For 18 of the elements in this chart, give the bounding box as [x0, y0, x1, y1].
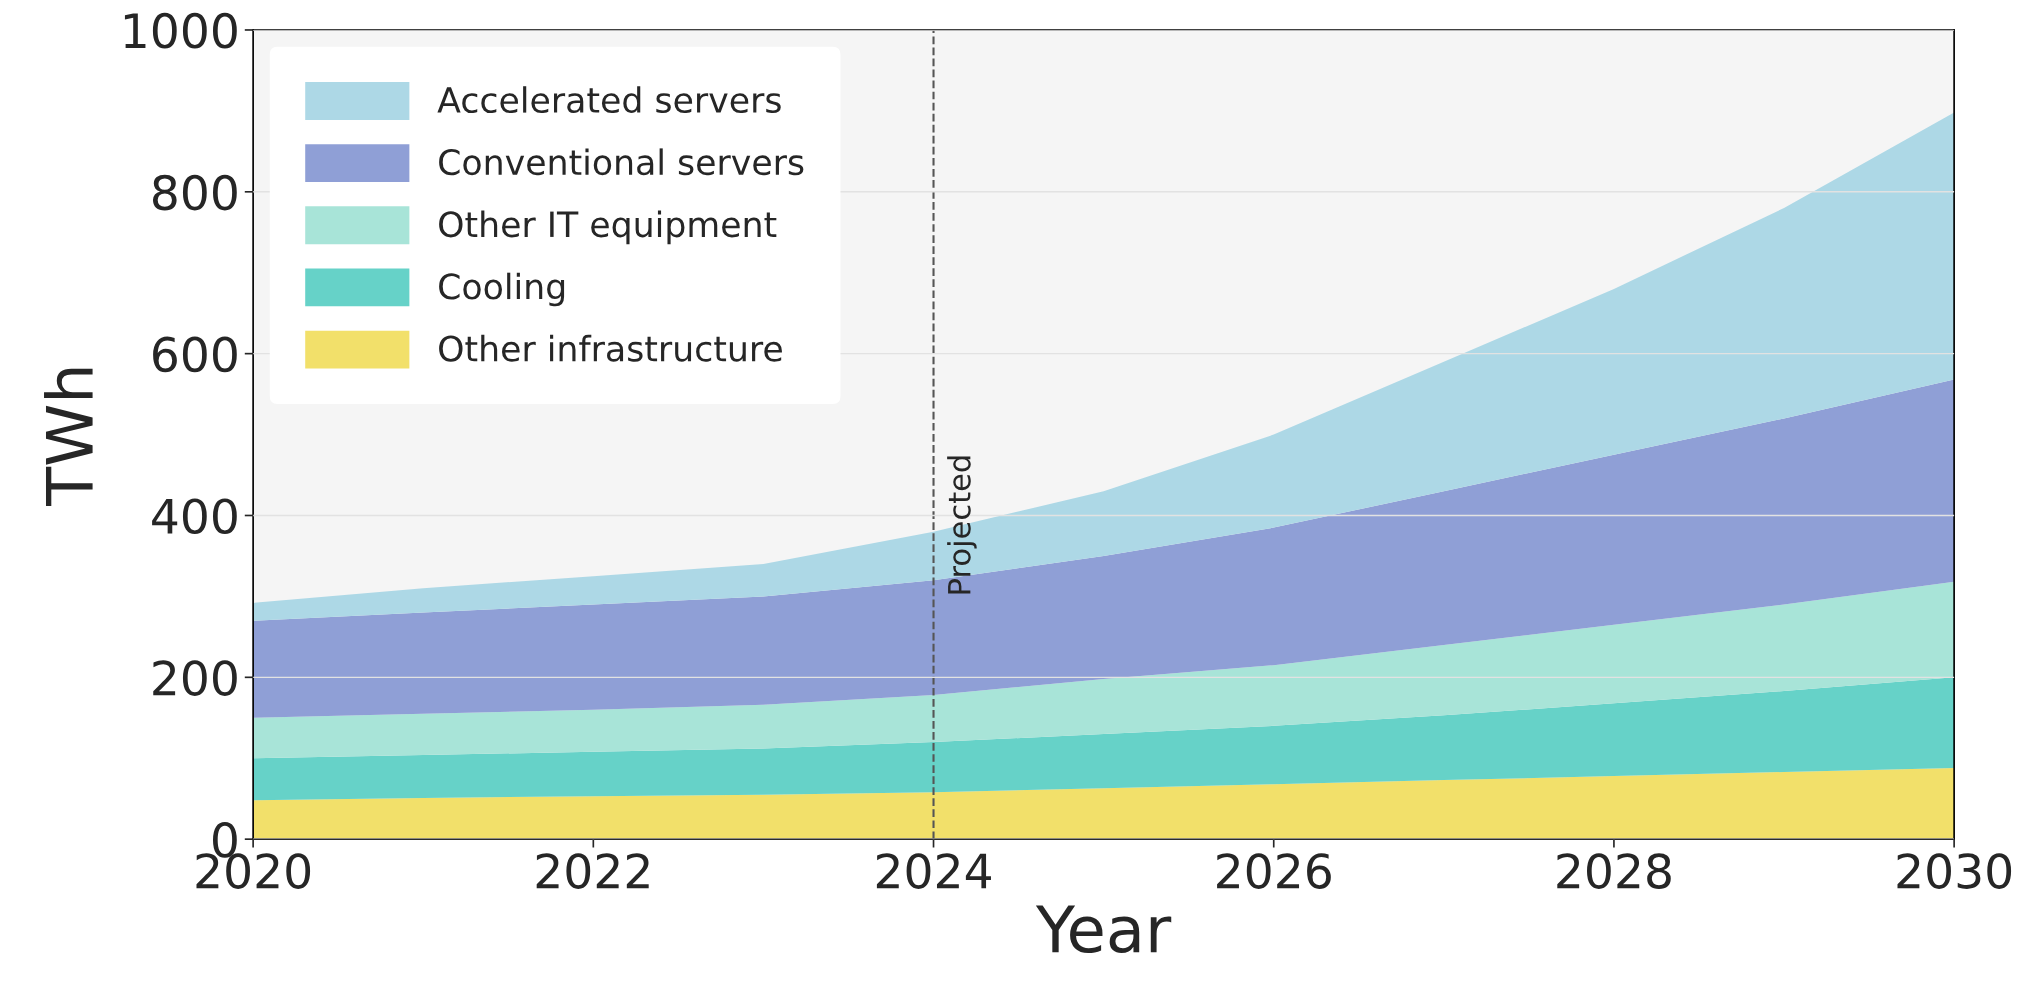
- x-tick-label: 2026: [1217, 853, 1331, 889]
- x-tick-label: 2030: [1897, 853, 2012, 889]
- legend-label: Other infrastructure: [439, 334, 782, 362]
- legend-label: Other IT equipment: [439, 210, 777, 245]
- legend-label: Conventional servers: [439, 148, 804, 176]
- y-axis-title: TWh: [44, 368, 93, 507]
- y-tick-label: 400: [152, 498, 237, 535]
- x-axis-title: Year: [1035, 905, 1172, 954]
- legend-label: Cooling: [439, 272, 565, 307]
- y-tick-label: 800: [153, 174, 237, 211]
- ref-line-label: Projected: [947, 456, 977, 594]
- x-tick-label: 2028: [1557, 853, 1671, 889]
- x-tick-label: 2024: [876, 853, 991, 889]
- x-tick-label: 2022: [536, 853, 649, 889]
- y-tick-label: 200: [153, 660, 237, 696]
- y-tick-label: 600: [153, 336, 237, 373]
- legend-label: Accelerated servers: [437, 86, 781, 114]
- y-tick-label: 1000: [124, 12, 237, 49]
